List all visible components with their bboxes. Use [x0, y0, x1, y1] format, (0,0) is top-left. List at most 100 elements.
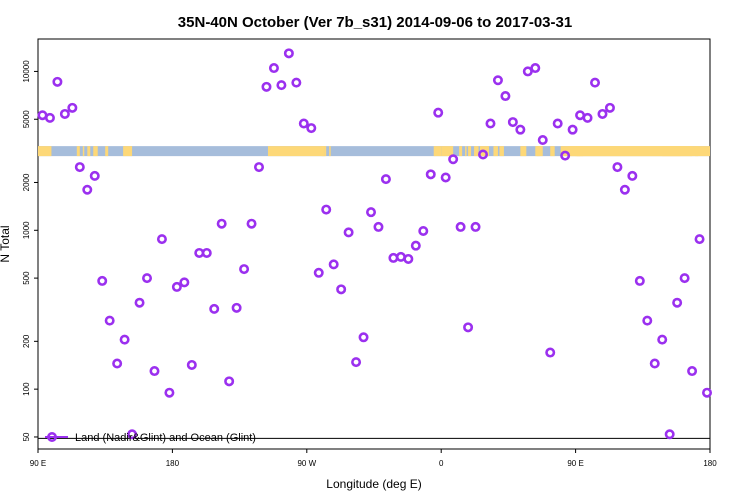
land-segment [82, 146, 85, 157]
ocean-band [39, 146, 709, 157]
land-segment [568, 146, 579, 157]
land-segment [441, 146, 454, 157]
legend-label: Land (Nadir&Glint) and Ocean (Glint) [75, 432, 256, 444]
data-point [440, 172, 451, 183]
chart-title: 35N-40N October (Ver 7b_s31) 2014-09-06 … [178, 14, 572, 31]
data-point [380, 174, 391, 185]
data-point [321, 204, 332, 215]
data-point [657, 334, 668, 345]
x-tick-label: 90 W [297, 459, 316, 468]
data-point [470, 221, 481, 232]
x-axis: 90 E 180 90 W 0 90 E 180 [30, 449, 717, 468]
y-axis: 50 100 200 500 1000 2000 5000 10000 [22, 60, 38, 441]
data-point [694, 234, 705, 245]
data-point [612, 162, 623, 173]
data-point [328, 259, 339, 270]
data-point [142, 273, 153, 284]
land-ocean-strip [38, 146, 710, 157]
legend-marker [46, 431, 57, 442]
y-tick-label: 50 [22, 432, 31, 441]
land-segment [459, 146, 463, 157]
land-segment [550, 146, 555, 157]
data-point [590, 77, 601, 88]
land-segment [474, 146, 479, 157]
data-point [448, 154, 459, 165]
data-point [89, 170, 100, 181]
data-point [82, 184, 93, 195]
land-segment [38, 146, 52, 157]
x-tick-label: 90 E [567, 459, 583, 468]
data-point [702, 387, 713, 398]
legend: Land (Nadir&Glint) and Ocean (Glint) [45, 431, 256, 444]
land-segment [329, 146, 331, 157]
y-tick-label: 2000 [22, 173, 31, 191]
data-point [433, 107, 444, 118]
data-point [507, 117, 518, 128]
data-point [283, 48, 294, 59]
land-segment [105, 146, 109, 157]
data-point [627, 170, 638, 181]
y-tick-label: 5000 [22, 110, 31, 128]
data-point [522, 66, 533, 77]
x-tick-label: 180 [166, 459, 180, 468]
land-segment [87, 146, 91, 157]
data-point [164, 387, 175, 398]
data-point [336, 284, 347, 295]
data-point [515, 124, 526, 135]
data-point [67, 102, 78, 113]
data-point [545, 347, 556, 358]
data-point [560, 150, 571, 161]
data-point [366, 207, 377, 218]
data-point [268, 63, 279, 74]
data-point [642, 315, 653, 326]
data-point [186, 359, 197, 370]
land-segment [590, 146, 693, 157]
data-point [306, 123, 317, 134]
data-point [149, 366, 160, 377]
data-point [358, 332, 369, 343]
data-point [291, 77, 302, 88]
land-segment [662, 146, 681, 157]
data-point [410, 240, 421, 251]
data-point [425, 169, 436, 180]
data-point [552, 118, 563, 129]
x-axis-label: Longitude (deg E) [326, 477, 421, 491]
data-point [492, 75, 503, 86]
data-point [254, 162, 265, 173]
data-point [134, 297, 145, 308]
data-point [224, 376, 235, 387]
data-point [403, 253, 414, 264]
land-segment [123, 146, 133, 157]
data-point [500, 91, 511, 102]
x-tick-label: 180 [703, 459, 717, 468]
data-point [171, 281, 182, 292]
data-point [209, 303, 220, 314]
y-axis-label: N Total [0, 225, 12, 262]
data-point [156, 234, 167, 245]
y-tick-label: 10000 [22, 60, 31, 83]
x-tick-label: 0 [439, 459, 444, 468]
land-segment [324, 146, 327, 157]
data-point [619, 184, 630, 195]
data-point [276, 80, 287, 91]
data-point [239, 264, 250, 275]
data-point [530, 63, 541, 74]
data-point [246, 218, 257, 229]
data-point [313, 267, 324, 278]
land-segment [520, 146, 527, 157]
data-point [201, 247, 212, 258]
y-tick-label: 200 [22, 334, 31, 348]
land-segment [93, 146, 98, 157]
data-point [97, 275, 108, 286]
data-point [537, 135, 548, 146]
data-point [52, 76, 63, 87]
data-point [634, 275, 645, 286]
land-segment [468, 146, 472, 157]
land-segment [536, 146, 543, 157]
data-point [127, 429, 138, 440]
data-point [679, 273, 690, 284]
y-tick-label: 500 [22, 271, 31, 285]
data-point [216, 218, 227, 229]
data-point [59, 108, 70, 119]
